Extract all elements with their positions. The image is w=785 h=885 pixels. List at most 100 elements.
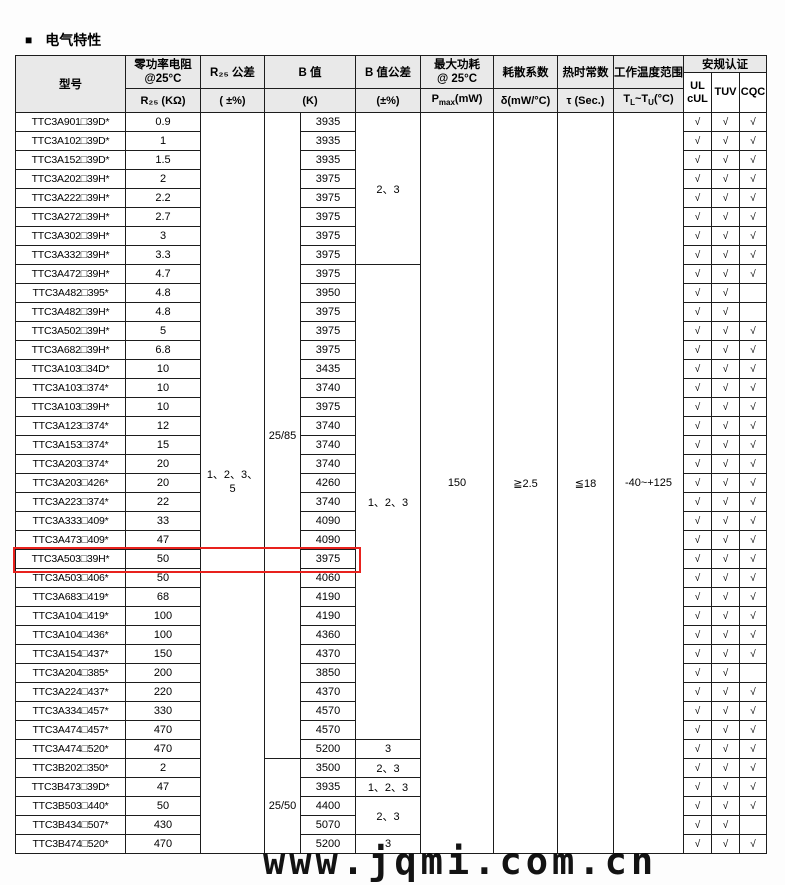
header-temp-range-unit: TL~TU(°C) [613,88,684,113]
cert-cqc-cell: √ [738,511,768,531]
cert-ul-cul-cell: √ [683,454,712,474]
header-thermal-time: 热时常数 [557,55,614,89]
b-value-cell: 3740 [300,454,356,474]
model-cell: TTC3A482□39H* [15,302,126,322]
table-row: TTC3A103□39H* 10 3975 √ √ √ [15,397,768,417]
r25-value-cell: 2.2 [125,188,201,208]
cert-tuv-cell: √ [711,492,740,512]
header-dissipation: 耗散系数 [493,55,558,89]
model-cell: TTC3A901□39D* [15,112,126,132]
cert-ul-cul-cell: √ [683,625,712,645]
cert-ul-cul-cell: √ [683,150,712,170]
table-row: TTC3A334□457* 330 4570 √ √ √ [15,701,768,721]
cert-tuv-cell: √ [711,625,740,645]
cert-ul-cul-cell: √ [683,568,712,588]
cert-ul-cul-cell: √ [683,492,712,512]
model-cell: TTC3B202□350* [15,758,126,778]
cert-tuv-cell: √ [711,758,740,778]
table-row: TTC3A901□39D* 0.9 1、2、3、 5 25/85 3935 2、3 150 ≧… [15,112,768,854]
cert-cqc-cell: √ [738,150,768,170]
model-cell: TTC3A103□34D* [15,359,126,379]
b-value-cell: 3435 [300,359,356,379]
table-row: TTC3A104□419* 100 4190 √ √ √ [15,606,768,626]
cert-cqc-cell: √ [738,606,768,626]
b-value-cell: 3975 [300,245,356,265]
cert-tuv-cell: √ [711,283,740,303]
r25-value-cell: 6.8 [125,340,201,360]
cert-tuv-cell: √ [711,245,740,265]
cert-tuv-cell: √ [711,587,740,607]
cert-ul-cul-cell: √ [683,264,712,284]
b-value-cell: 4370 [300,644,356,664]
b-ref-temp-merged-cell: 25/85 [264,112,301,759]
cert-cqc-cell: √ [738,188,768,208]
cert-tuv-cell: √ [711,720,740,740]
r25-value-cell: 4.7 [125,264,201,284]
table-row: TTC3A223□374* 22 3740 √ √ √ [15,492,768,512]
b-ref-temp-merged-cell: 25/50 [264,758,301,854]
square-bullet-icon: ■ [25,33,33,47]
model-cell: TTC3A472□39H* [15,264,126,284]
page-title-text: 电气特性 [45,32,102,48]
b-value-cell: 4060 [300,568,356,588]
cert-tuv-cell: √ [711,188,740,208]
table-row: TTC3A332□39H* 3.3 3975 √ √ √ [15,245,768,265]
cert-ul-cul-cell: √ [683,112,712,132]
cert-tuv-cell: √ [711,682,740,702]
r25-value-cell: 100 [125,625,201,645]
b-tolerance-merged-cell: 1、2、3 [355,777,421,797]
cert-cqc-cell [738,283,768,303]
b-value-cell: 3975 [300,226,356,246]
model-cell: TTC3A474□520* [15,739,126,759]
header-dissipation-unit: δ(mW/°C) [493,88,558,113]
cert-cqc-cell: √ [738,720,768,740]
cert-tuv-cell: √ [711,302,740,322]
r25-value-cell: 68 [125,587,201,607]
cert-ul-cul-cell: √ [683,530,712,550]
cert-tuv-cell: √ [711,378,740,398]
header-b-value: B 值 [264,55,356,89]
cert-cqc-cell: √ [738,397,768,417]
cert-ul-cul-cell: √ [683,701,712,721]
cert-tuv-cell: √ [711,815,740,835]
cert-cqc-cell: √ [738,549,768,569]
table-row: TTC3A472□39H* 4.7 3975 1、2、3 √ √ √ [15,264,768,740]
table-row: TTC3B503□440* 50 4400 2、3 √ √ √ [15,796,768,835]
cert-ul-cul-cell: √ [683,226,712,246]
header-max-power: 最大功耗 @ 25°C [420,55,494,89]
header-max-power-unit: Pmax(mW) [420,88,494,113]
model-cell: TTC3A473□409* [15,530,126,550]
b-value-cell: 4400 [300,796,356,816]
model-cell: TTC3A104□436* [15,625,126,645]
electrical-characteristics-table: 型号 零功率电阻 @25°C R₂₅ 公差 B 值 B 值公差 最大功耗 @ 2… [15,55,768,854]
b-value-cell: 3975 [300,302,356,322]
cert-ul-cul-cell: √ [683,169,712,189]
cert-tuv-cell: √ [711,416,740,436]
cert-tuv-cell: √ [711,511,740,531]
r25-value-cell: 3.3 [125,245,201,265]
r25-value-cell: 470 [125,834,201,854]
cert-ul-cul-cell: √ [683,359,712,379]
table-row: TTC3A474□520* 470 5200 3 √ √ √ [15,739,768,759]
cert-tuv-cell: √ [711,359,740,379]
cert-cqc-cell: √ [738,264,768,284]
cert-cqc-cell: √ [738,587,768,607]
b-value-cell: 3950 [300,283,356,303]
b-value-cell: 3740 [300,416,356,436]
r25-value-cell: 10 [125,378,201,398]
cert-tuv-cell: √ [711,150,740,170]
cert-cqc-cell: √ [738,435,768,455]
cert-ul-cul-cell: √ [683,682,712,702]
cert-tuv-cell: √ [711,549,740,569]
model-cell: TTC3A683□419* [15,587,126,607]
table-row: TTC3A103□34D* 10 3435 √ √ √ [15,359,768,379]
r25-value-cell: 1 [125,131,201,151]
r25-value-cell: 4.8 [125,302,201,322]
cert-tuv-cell: √ [711,131,740,151]
b-tolerance-merged-cell: 3 [355,834,421,854]
b-value-cell: 4090 [300,530,356,550]
cert-ul-cul-cell: √ [683,416,712,436]
table-row: TTC3A202□39H* 2 3975 √ √ √ [15,169,768,189]
model-cell: TTC3A272□39H* [15,207,126,227]
header-zero-power-unit: R₂₅ (KΩ) [125,88,201,113]
